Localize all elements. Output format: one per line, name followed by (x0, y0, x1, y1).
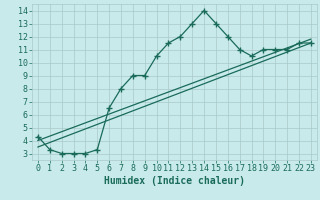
X-axis label: Humidex (Indice chaleur): Humidex (Indice chaleur) (104, 176, 245, 186)
